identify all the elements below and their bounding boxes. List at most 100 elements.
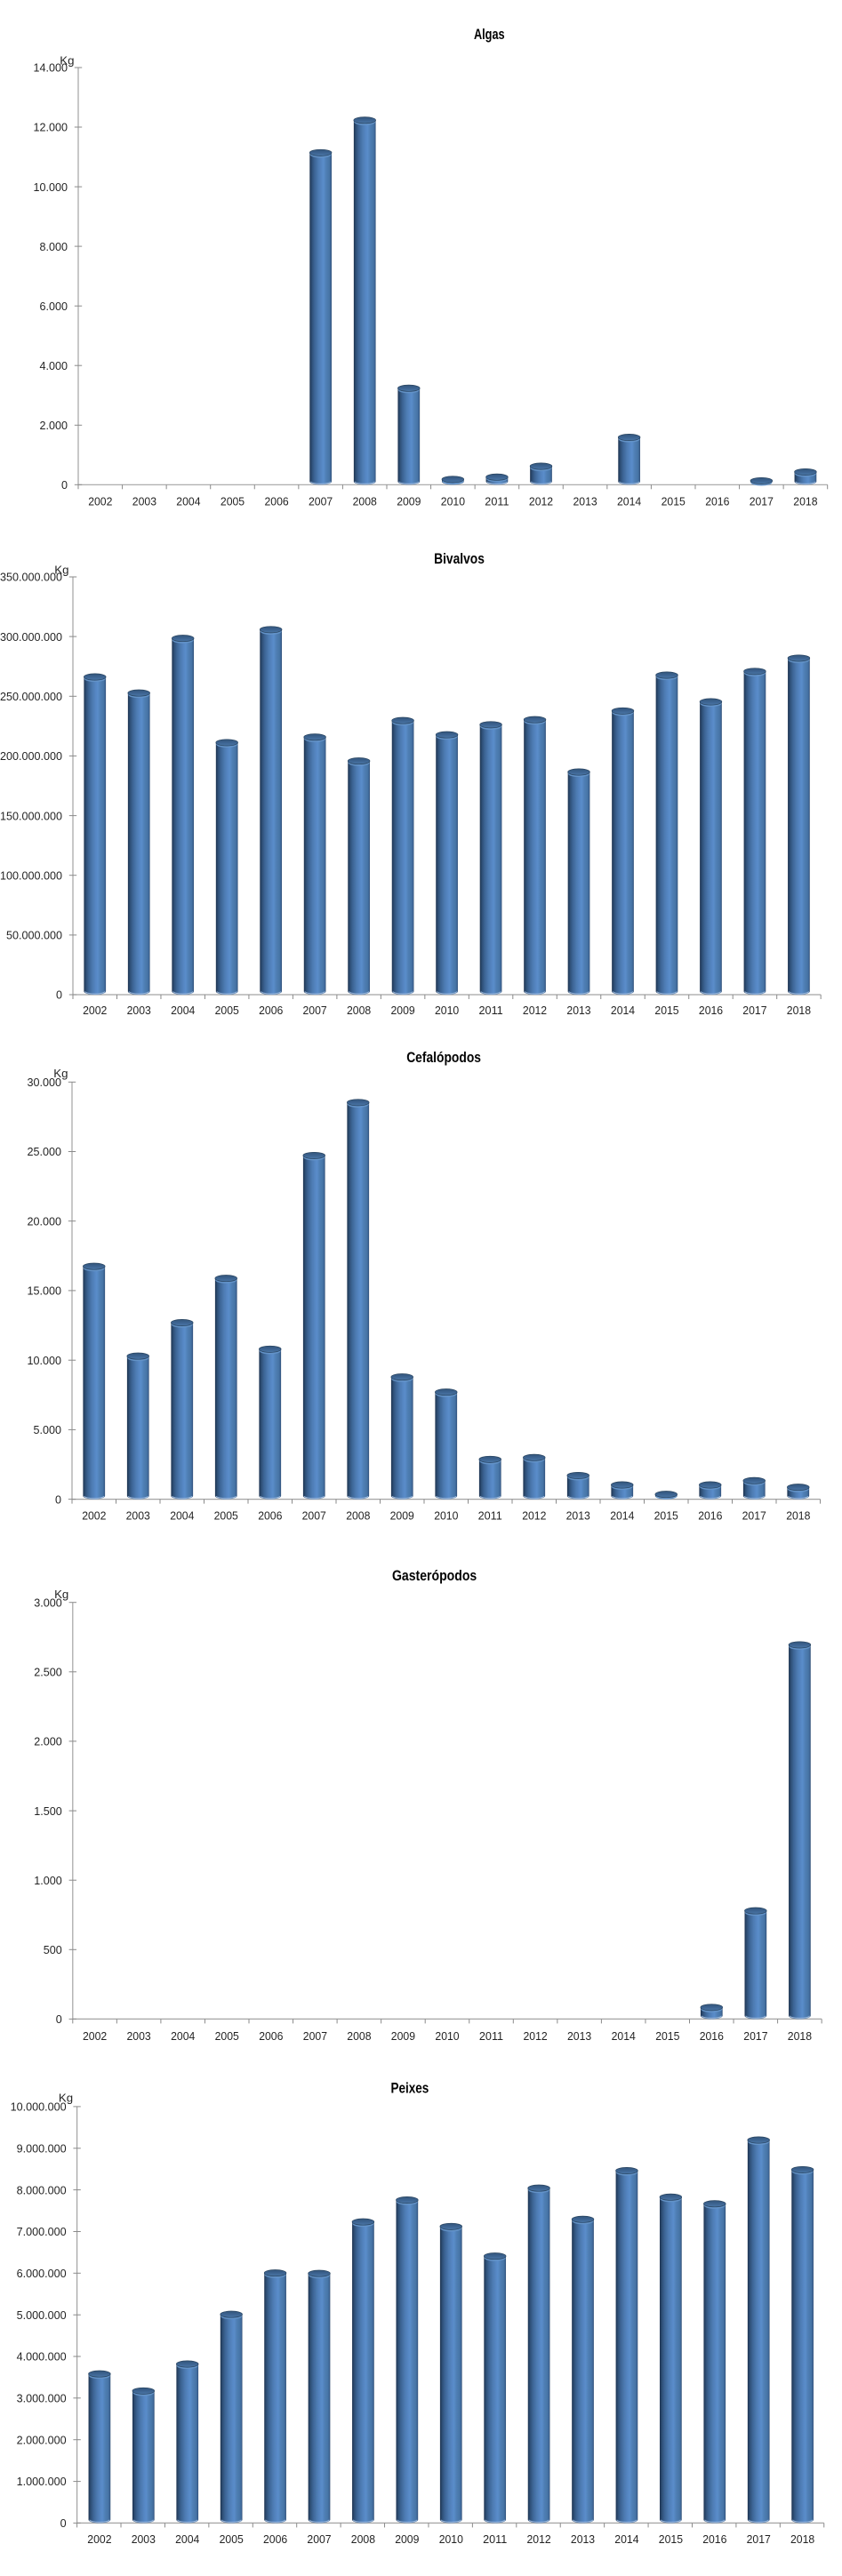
svg-text:200.000.000: 200.000.000 [0, 749, 62, 763]
svg-text:Kg: Kg [54, 563, 68, 576]
svg-text:2014: 2014 [612, 2029, 636, 2043]
svg-text:2004: 2004 [171, 2029, 195, 2043]
svg-text:2013: 2013 [571, 2532, 595, 2546]
svg-text:2015: 2015 [662, 494, 686, 508]
svg-text:2016: 2016 [705, 494, 729, 508]
svg-text:350.000.000: 350.000.000 [0, 571, 62, 584]
svg-text:2005: 2005 [221, 494, 245, 508]
svg-text:2014: 2014 [611, 1004, 635, 1017]
svg-text:2003: 2003 [132, 2532, 156, 2546]
svg-text:4.000: 4.000 [40, 359, 68, 372]
svg-text:2.000.000: 2.000.000 [17, 2433, 67, 2446]
svg-text:Kg: Kg [59, 2092, 73, 2105]
svg-text:Kg: Kg [53, 1067, 68, 1080]
svg-text:2017: 2017 [747, 2532, 771, 2546]
svg-text:2009: 2009 [395, 2532, 419, 2546]
svg-text:2.000: 2.000 [34, 1735, 62, 1748]
svg-text:2010: 2010 [439, 2532, 463, 2546]
svg-text:2009: 2009 [397, 494, 421, 508]
svg-text:1.500: 1.500 [34, 1804, 62, 1818]
svg-text:150.000.000: 150.000.000 [0, 809, 62, 822]
svg-text:3.000: 3.000 [34, 1596, 62, 1609]
svg-text:1.000.000: 1.000.000 [17, 2475, 67, 2488]
svg-text:5.000: 5.000 [34, 1423, 62, 1436]
svg-text:2016: 2016 [700, 2029, 724, 2043]
svg-text:25.000: 25.000 [28, 1145, 62, 1158]
svg-text:6.000: 6.000 [40, 300, 68, 313]
svg-text:0: 0 [55, 1492, 61, 1506]
svg-text:100.000.000: 100.000.000 [0, 868, 62, 882]
svg-text:Peixes: Peixes [390, 2080, 429, 2097]
svg-text:2011: 2011 [479, 1004, 503, 1017]
svg-text:2008: 2008 [346, 1508, 370, 1522]
svg-text:Gasterópodos: Gasterópodos [392, 1567, 477, 1584]
svg-text:14.000: 14.000 [34, 61, 68, 75]
svg-text:2003: 2003 [127, 1004, 151, 1017]
svg-text:20.000: 20.000 [28, 1214, 62, 1228]
svg-text:2014: 2014 [610, 1508, 634, 1522]
svg-text:Cefalópodos: Cefalópodos [406, 1049, 481, 1066]
svg-text:300.000.000: 300.000.000 [0, 630, 62, 644]
svg-text:2006: 2006 [263, 2532, 287, 2546]
svg-text:2004: 2004 [176, 494, 200, 508]
svg-text:Kg: Kg [54, 1588, 68, 1601]
svg-text:50.000.000: 50.000.000 [6, 929, 62, 942]
svg-text:2007: 2007 [309, 494, 333, 508]
svg-text:2013: 2013 [566, 1508, 590, 1522]
svg-text:2012: 2012 [529, 494, 553, 508]
svg-text:2015: 2015 [654, 1508, 678, 1522]
svg-text:2007: 2007 [303, 1004, 327, 1017]
svg-text:2011: 2011 [483, 2532, 507, 2546]
svg-text:2.500: 2.500 [34, 1666, 62, 1679]
svg-text:5.000.000: 5.000.000 [17, 2308, 67, 2322]
svg-text:2008: 2008 [353, 494, 377, 508]
svg-text:2017: 2017 [742, 1508, 766, 1522]
svg-text:2018: 2018 [788, 2029, 812, 2043]
svg-text:2013: 2013 [567, 2029, 591, 2043]
svg-text:3.000.000: 3.000.000 [17, 2392, 67, 2405]
svg-text:2006: 2006 [258, 1508, 282, 1522]
svg-text:2007: 2007 [303, 2029, 327, 2043]
svg-text:2009: 2009 [390, 1508, 414, 1522]
svg-text:10.000.000: 10.000.000 [11, 2100, 67, 2114]
svg-text:2012: 2012 [527, 2532, 551, 2546]
svg-text:2006: 2006 [259, 1004, 283, 1017]
svg-text:2011: 2011 [485, 494, 509, 508]
svg-text:0: 0 [56, 988, 62, 1002]
svg-text:2018: 2018 [786, 1508, 810, 1522]
svg-text:2018: 2018 [790, 2532, 814, 2546]
svg-text:2006: 2006 [265, 494, 289, 508]
svg-text:2002: 2002 [88, 494, 112, 508]
svg-text:2003: 2003 [127, 2029, 151, 2043]
svg-text:2010: 2010 [435, 1004, 459, 1017]
svg-text:2013: 2013 [573, 494, 597, 508]
svg-text:2011: 2011 [478, 1508, 502, 1522]
svg-text:2015: 2015 [654, 1004, 678, 1017]
svg-text:8.000: 8.000 [40, 240, 68, 253]
svg-text:6.000.000: 6.000.000 [17, 2267, 67, 2280]
svg-text:2006: 2006 [259, 2029, 283, 2043]
svg-text:2014: 2014 [617, 494, 641, 508]
svg-text:4.000.000: 4.000.000 [17, 2350, 67, 2364]
svg-text:2018: 2018 [787, 1004, 811, 1017]
svg-text:8.000.000: 8.000.000 [17, 2183, 67, 2196]
svg-text:2002: 2002 [82, 1508, 106, 1522]
svg-text:250.000.000: 250.000.000 [0, 690, 62, 703]
svg-text:2005: 2005 [214, 1508, 238, 1522]
svg-text:0: 0 [61, 478, 68, 492]
svg-text:9.000.000: 9.000.000 [17, 2141, 67, 2155]
svg-text:0: 0 [56, 2012, 62, 2026]
svg-text:2012: 2012 [523, 1004, 547, 1017]
svg-text:10.000: 10.000 [28, 1354, 62, 1367]
svg-text:2012: 2012 [522, 1508, 546, 1522]
svg-text:2013: 2013 [566, 1004, 590, 1017]
svg-text:2017: 2017 [742, 1004, 766, 1017]
svg-text:2005: 2005 [215, 2029, 239, 2043]
svg-text:2016: 2016 [699, 1004, 723, 1017]
svg-text:2007: 2007 [302, 1508, 326, 1522]
svg-text:0: 0 [60, 2516, 67, 2530]
svg-text:2010: 2010 [435, 2029, 459, 2043]
svg-text:2004: 2004 [171, 1004, 195, 1017]
svg-text:2011: 2011 [479, 2029, 503, 2043]
svg-text:2004: 2004 [170, 1508, 194, 1522]
